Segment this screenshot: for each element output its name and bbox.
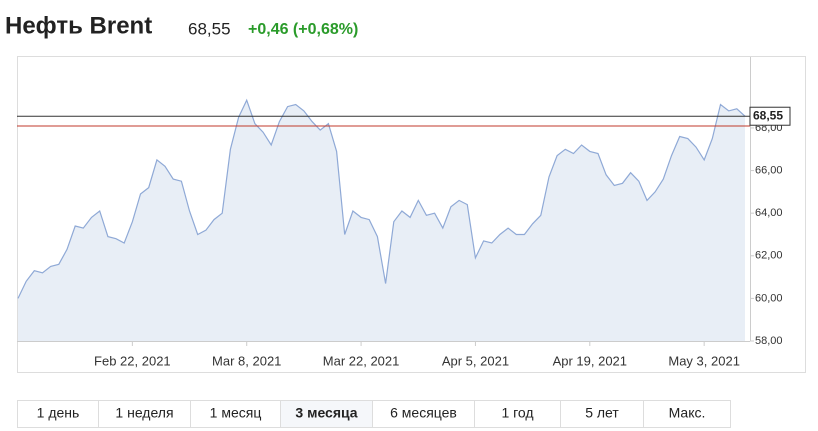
y-tick-label: 64,00	[755, 207, 783, 219]
period-label[interactable]: 5 лет	[585, 405, 619, 421]
period-button[interactable]	[98, 400, 191, 428]
chart-title: Нефть Brent	[5, 12, 152, 39]
x-tick-label: May 3, 2021	[668, 353, 740, 368]
period-label[interactable]: 6 месяцев	[390, 405, 457, 421]
period-button[interactable]	[190, 400, 281, 428]
y-tick-label: 58,00	[755, 335, 783, 347]
last-price-box	[749, 106, 791, 126]
period-label[interactable]: 1 год	[501, 405, 533, 421]
period-button[interactable]	[643, 400, 731, 428]
price-change: +0,46 (+0,68%)	[248, 21, 358, 38]
last-price-label: 68,55	[753, 108, 783, 122]
x-tick-label: Apr 5, 2021	[442, 353, 509, 368]
period-label[interactable]: 1 день	[37, 405, 80, 421]
x-tick-label: Feb 22, 2021	[94, 353, 171, 368]
x-tick-label: Mar 8, 2021	[212, 353, 281, 368]
period-button[interactable]	[280, 400, 373, 428]
area	[18, 100, 745, 341]
period-label[interactable]: 1 месяц	[210, 405, 262, 421]
y-tick-label: 62,00	[755, 250, 783, 262]
period-label[interactable]: 1 неделя	[115, 405, 173, 421]
period-label[interactable]: 3 месяца	[295, 405, 357, 421]
period-button[interactable]	[474, 400, 561, 428]
line	[17, 98, 746, 299]
x-tick-label: Mar 22, 2021	[323, 353, 400, 368]
period-label[interactable]: Макс.	[669, 405, 706, 421]
y-tick-label: 66,00	[755, 164, 783, 176]
y-tick-label: 60,00	[755, 292, 783, 304]
period-button[interactable]	[372, 400, 475, 428]
price: 68,55	[188, 19, 231, 38]
x-tick-label: Apr 19, 2021	[553, 353, 627, 368]
period-button[interactable]	[560, 400, 644, 428]
chart-frame	[17, 56, 806, 373]
